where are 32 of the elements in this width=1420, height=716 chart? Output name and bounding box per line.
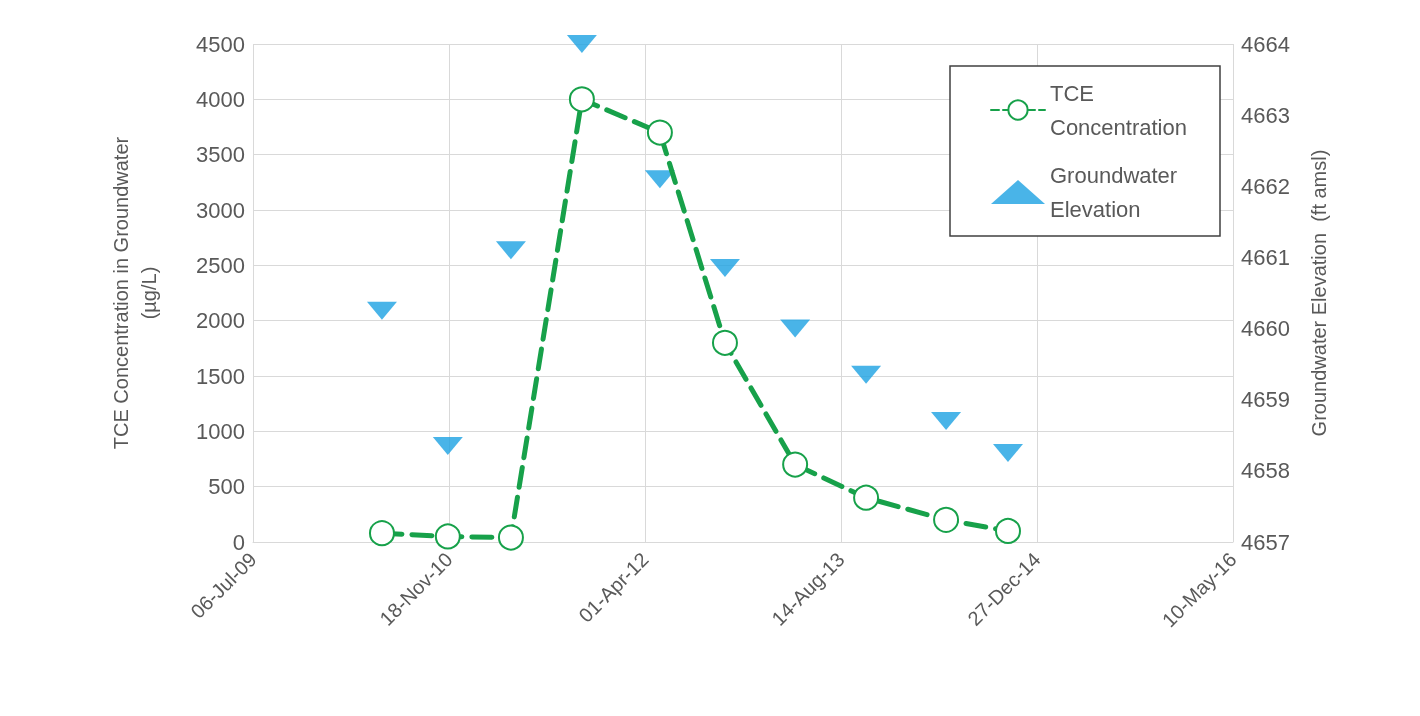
y2-tick-label: 4664 — [1241, 31, 1290, 57]
y2-tick-label: 4663 — [1241, 102, 1290, 128]
y-tick-label: 3500 — [196, 142, 245, 168]
point — [782, 451, 809, 478]
y2-axis-title: Groundwater Elevation (ft amsl) — [1308, 149, 1330, 437]
point — [568, 86, 595, 113]
legend-label: TCE Concentration — [1050, 80, 1187, 140]
y-tick-label: 2000 — [196, 308, 245, 334]
y2-tick-label: 4660 — [1241, 316, 1290, 342]
point — [933, 506, 960, 533]
point — [711, 329, 738, 356]
y-tick-label: 0 — [232, 529, 245, 555]
y-tick-label: 1500 — [196, 363, 245, 389]
point — [434, 523, 461, 550]
y2-tick-label: 4662 — [1241, 173, 1290, 199]
point — [497, 524, 524, 551]
y-tick-label: 500 — [208, 474, 245, 500]
y-tick-label: 3000 — [196, 197, 245, 223]
y-tick-label: 4000 — [196, 86, 245, 112]
y-axis-title: TCE Concentration in Groundwater (µg/L) — [110, 136, 160, 450]
y-tick-label: 2500 — [196, 252, 245, 278]
y2-tick-label: 4659 — [1241, 387, 1290, 413]
y2-tick-label: 4658 — [1241, 458, 1290, 484]
y-tick-label: 4500 — [196, 31, 245, 57]
legend-label: Groundwater Elevation — [1050, 162, 1184, 222]
y2-tick-label: 4661 — [1241, 244, 1290, 270]
point — [995, 517, 1021, 544]
y-tick-label: 1000 — [196, 418, 245, 444]
point — [368, 520, 395, 547]
y2-tick-label: 4657 — [1241, 529, 1290, 555]
point — [853, 484, 880, 511]
point — [646, 119, 673, 146]
